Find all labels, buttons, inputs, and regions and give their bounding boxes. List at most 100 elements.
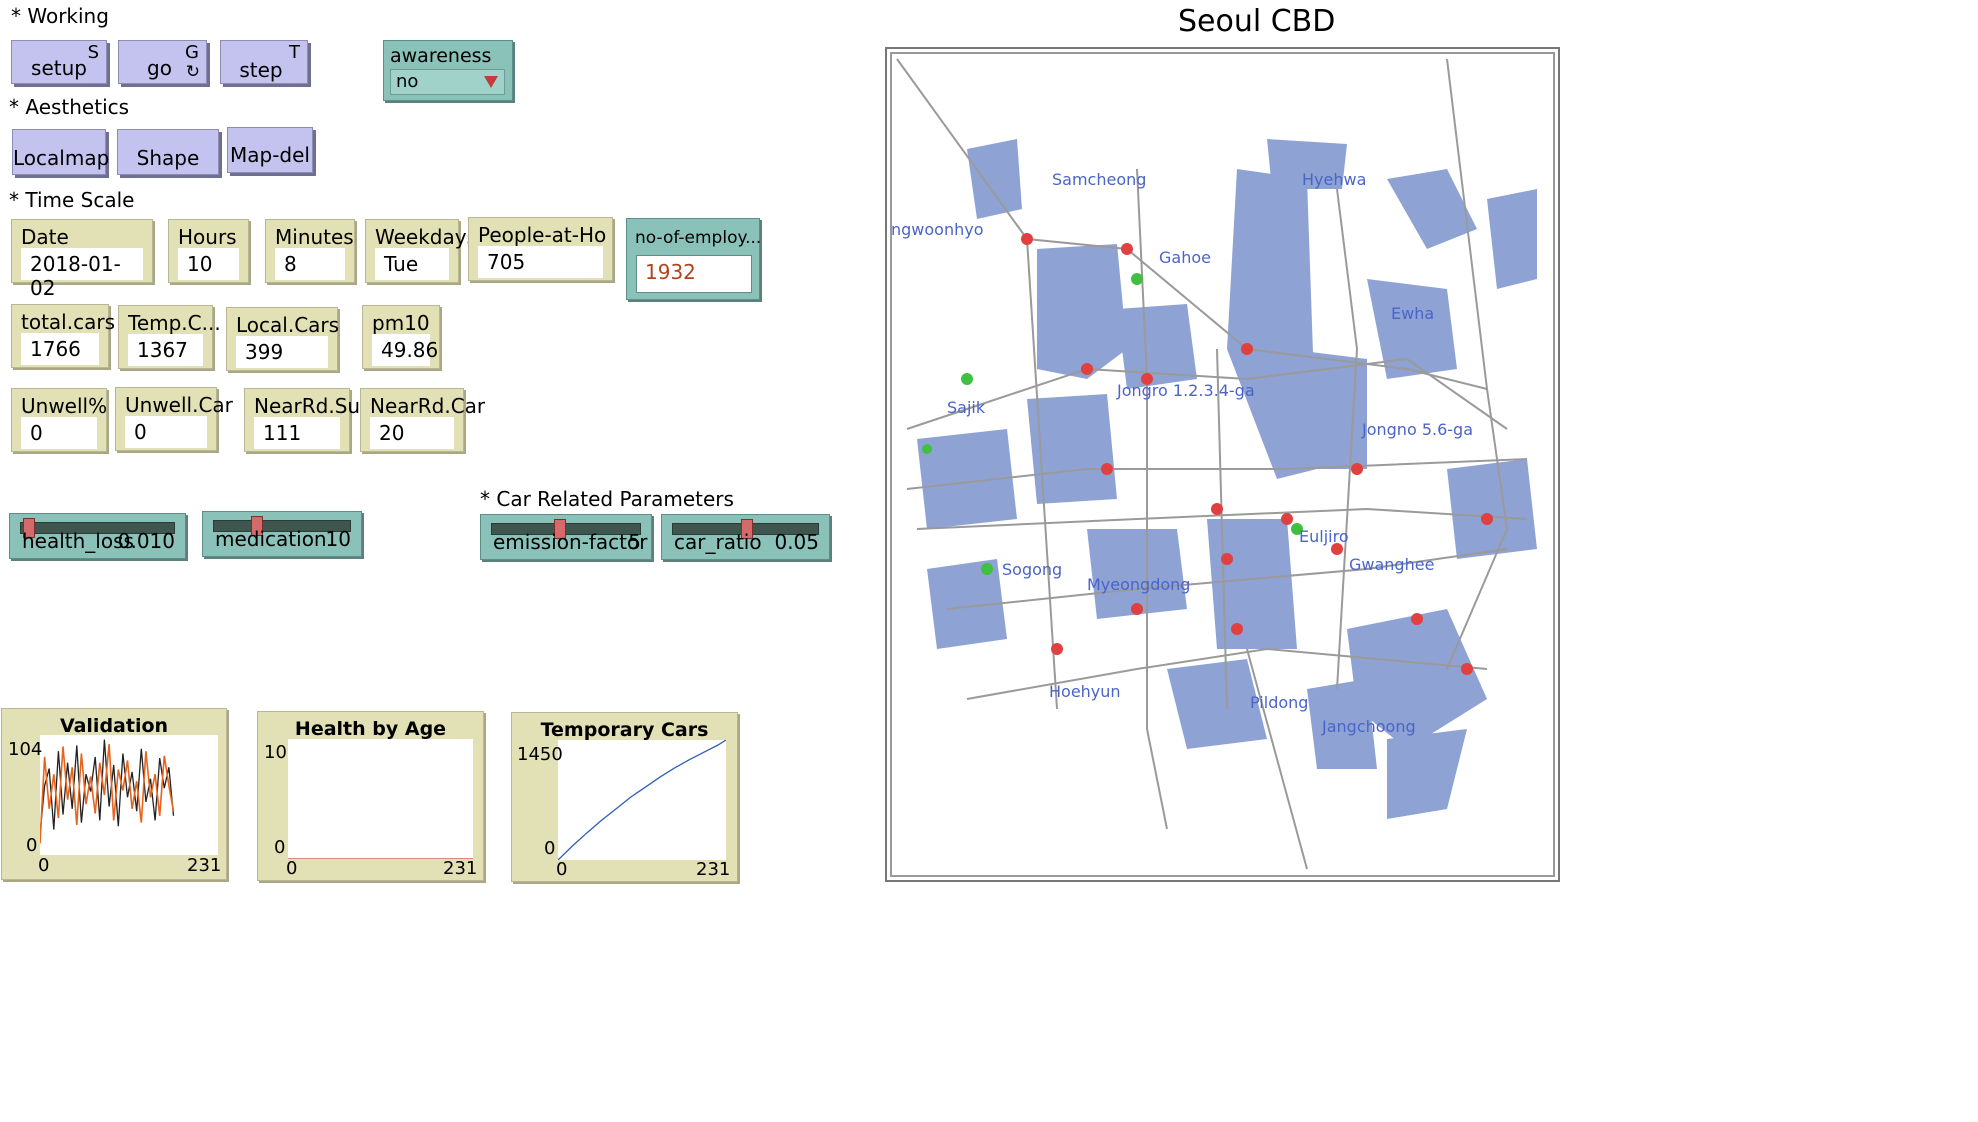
step-label: step: [239, 58, 283, 82]
unwell-car-monitor-value: 0: [125, 416, 207, 448]
shape-label: Shape: [136, 146, 200, 170]
emission-factor-slider[interactable]: emission-factor 5: [480, 514, 652, 560]
note-working: * Working: [11, 4, 109, 28]
awareness-select[interactable]: no: [390, 69, 505, 95]
hours-monitor-label: Hours: [178, 225, 237, 249]
minutes-monitor-value: 8: [275, 248, 345, 280]
setup-shortcut-key: S: [87, 42, 99, 63]
temporary-cars-ymax-tick: 1450: [517, 744, 563, 765]
local-cars-monitor-value: 399: [236, 336, 328, 368]
step-button[interactable]: step T: [220, 40, 308, 84]
validation-series-line: [39, 744, 175, 844]
health-by-age-ymin-tick: 0: [274, 837, 286, 858]
validation-xmax-tick: 231: [187, 855, 222, 876]
medication-slider[interactable]: medication 10: [202, 511, 362, 557]
seoul-cbd-map: Samcheong Hyehwa ngwoonhyo Gahoe Ewha Sa…: [890, 52, 1555, 877]
no-of-employees-field[interactable]: 1932: [636, 255, 752, 293]
map-label: Samcheong: [1052, 170, 1146, 189]
emission-factor-track[interactable]: [491, 523, 641, 535]
date-monitor: Date 2018-01-02: [11, 219, 153, 300]
minutes-monitor-label: Minutes: [275, 225, 354, 249]
map-view[interactable]: Samcheong Hyehwa ngwoonhyo Gahoe Ewha Sa…: [885, 47, 1560, 882]
step-shortcut-key: T: [289, 42, 300, 63]
unwell-percent-monitor-label: Unwell%: [21, 394, 108, 418]
temporary-cars-xmin-tick: 0: [556, 859, 568, 880]
map-label: ngwoonhyo: [891, 220, 984, 239]
no-of-employees-label: no-of-employ...: [635, 228, 762, 248]
temporary-cars-chart-svg: [557, 739, 727, 861]
total-cars-monitor: total.cars 1766: [11, 304, 115, 368]
go-shortcut-key: G: [185, 42, 199, 63]
localmap-label: Localmap: [13, 146, 110, 170]
unwell-percent-monitor: Unwell% 0: [11, 388, 107, 452]
go-button[interactable]: go G ↻: [118, 40, 207, 84]
health-by-age-plot-area: [288, 739, 473, 860]
temporary-cars-ymin-tick: 0: [544, 838, 556, 859]
hours-monitor-value: 10: [178, 248, 239, 280]
health-loss-slider[interactable]: health_loss 0.010: [9, 513, 186, 559]
car-ratio-thumb[interactable]: [740, 519, 753, 539]
map-label: Jongro 1.2.3.4-ga: [1116, 381, 1255, 400]
validation-plot: Validation 104 0 0 231: [1, 708, 227, 880]
forever-loop-icon: ↻: [185, 62, 200, 82]
health-loss-value: 0.010: [117, 529, 175, 553]
unwell-percent-monitor-value: 0: [21, 417, 97, 449]
map-label: Ewha: [1391, 304, 1434, 323]
car-ratio-slider[interactable]: car_ratio 0.05: [661, 514, 830, 560]
health-by-age-plot: Health by Age 10 0 0 231: [257, 711, 484, 881]
medication-value: 10: [325, 527, 351, 551]
people-at-home-monitor: People-at-Ho... 705: [468, 217, 613, 281]
temporary-cars-xmax-tick: 231: [696, 859, 731, 880]
emission-factor-thumb[interactable]: [554, 519, 566, 539]
health-by-age-ymax-tick: 10: [264, 742, 287, 763]
local-cars-monitor-label: Local.Cars: [236, 313, 340, 337]
validation-ymin-tick: 0: [26, 835, 38, 856]
emission-factor-name: emission-factor: [493, 530, 648, 554]
map-label: Jangchoong: [1321, 717, 1416, 736]
awareness-chooser[interactable]: awareness no: [383, 40, 513, 101]
map-labels: Samcheong Hyehwa ngwoonhyo Gahoe Ewha Sa…: [891, 170, 1473, 736]
setup-button[interactable]: setup S: [11, 40, 107, 84]
minutes-monitor: Minutes 8: [265, 219, 355, 283]
validation-xmin-tick: 0: [38, 855, 50, 876]
weekdays-monitor: Weekdays Tue: [365, 219, 477, 283]
awareness-value: no: [396, 71, 419, 92]
medication-thumb[interactable]: [251, 516, 264, 536]
local-cars-monitor: Local.Cars 399: [226, 307, 340, 371]
car-ratio-value: 0.05: [774, 530, 819, 554]
medication-track[interactable]: [213, 520, 351, 532]
temporary-cars-plot-title: Temporary Cars: [540, 719, 709, 741]
awareness-label: awareness: [390, 45, 492, 67]
map-area-polygons: [917, 139, 1537, 819]
health-loss-name: health_loss: [22, 529, 134, 553]
total-cars-monitor-label: total.cars: [21, 310, 115, 334]
map-label: Jongno 5.6-ga: [1361, 420, 1473, 439]
map-label: Pildong: [1250, 693, 1308, 712]
nearrd-car-monitor: NearRd.Car 20: [360, 388, 485, 452]
nearrd-car-monitor-label: NearRd.Car: [370, 394, 486, 418]
map-del-button[interactable]: Map-del: [227, 127, 313, 173]
unwell-car-monitor-label: Unwell.Car: [125, 393, 233, 417]
pm10-monitor: pm10 49.86: [362, 305, 440, 369]
total-cars-monitor-value: 1766: [21, 333, 99, 365]
date-monitor-value: 2018-01-02: [21, 248, 143, 300]
hours-monitor: Hours 10: [168, 219, 249, 283]
localmap-button[interactable]: Localmap: [12, 129, 110, 175]
nearrd-sub-monitor-value: 111: [254, 417, 340, 449]
map-label: Gahoe: [1159, 248, 1211, 267]
nearrd-sub-monitor-label: NearRd.Sub: [254, 394, 373, 418]
temporary-cars-plot: Temporary Cars 1450 0 0 231: [511, 712, 738, 882]
health-by-age-xmax-tick: 231: [443, 858, 478, 879]
health-loss-track[interactable]: [20, 522, 175, 534]
temp-cars-monitor: Temp.C... 1367: [118, 305, 221, 369]
temp-cars-monitor-label: Temp.C...: [128, 311, 221, 335]
nearrd-car-monitor-value: 20: [370, 417, 454, 449]
health-by-age-chart-svg: [288, 858, 473, 860]
no-of-employees-input[interactable]: no-of-employ... 1932: [626, 218, 762, 300]
shape-button[interactable]: Shape: [117, 129, 219, 175]
health-loss-thumb[interactable]: [22, 518, 35, 538]
temporary-cars-plot-area: [557, 739, 727, 861]
map-title: Seoul CBD: [1178, 4, 1336, 39]
nearrd-sub-monitor: NearRd.Sub 111: [244, 388, 373, 452]
medication-name: medication: [215, 527, 327, 551]
